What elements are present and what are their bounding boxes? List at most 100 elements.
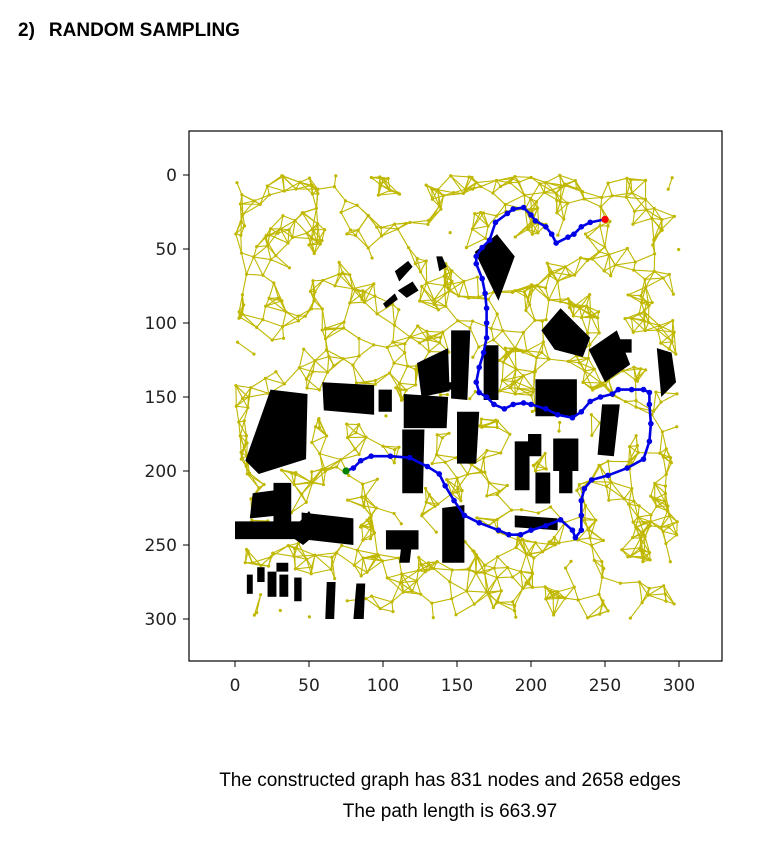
graph-edge (256, 245, 268, 248)
path-node (578, 409, 585, 415)
graph-node (580, 315, 584, 320)
graph-node (637, 312, 641, 316)
graph-node (420, 512, 424, 516)
graph-edge (532, 453, 546, 466)
graph-node (636, 515, 640, 519)
graph-node (307, 615, 311, 619)
graph-node (665, 509, 670, 513)
graph-edge (572, 307, 581, 317)
graph-edge (471, 464, 486, 473)
graph-node (318, 452, 322, 456)
graph-node (553, 543, 557, 547)
graph-node (240, 193, 244, 197)
graph-edge (621, 547, 641, 551)
graph-edge (250, 387, 269, 394)
graph-node (672, 330, 676, 334)
graph-edge (394, 324, 411, 338)
graph-node (625, 246, 629, 251)
x-tick-label: 150 (441, 676, 473, 696)
graph-edge (593, 560, 603, 578)
graph-node (437, 341, 442, 345)
graph-edge (630, 537, 642, 557)
graph-edge (348, 475, 363, 485)
graph-edge (425, 488, 427, 503)
graph-node (455, 490, 459, 494)
graph-edge (451, 598, 457, 615)
path-node (461, 512, 468, 519)
graph-node (631, 536, 635, 540)
graph-node (353, 447, 357, 451)
graph-node (663, 491, 668, 496)
graph-node (644, 208, 648, 212)
graph-edge (242, 313, 263, 321)
graph-edge (392, 336, 411, 343)
graph-edge (496, 179, 511, 184)
graph-edge (317, 186, 335, 190)
graph-edge (437, 189, 440, 207)
graph-node (501, 329, 505, 333)
path-node (569, 414, 576, 421)
graph-edge (472, 225, 489, 230)
graph-edge (463, 281, 470, 299)
graph-node (630, 191, 634, 195)
graph-edge (444, 461, 458, 479)
graph-edge (309, 280, 314, 292)
graph-edge (578, 593, 600, 601)
graph-edge (268, 297, 287, 313)
graph-edge (291, 493, 303, 513)
graph-node (372, 531, 377, 535)
graph-node (353, 287, 358, 291)
graph-edge (353, 550, 358, 566)
graph-node (438, 393, 443, 397)
graph-node (345, 422, 349, 426)
graph-node (456, 486, 460, 490)
graph-edge (433, 290, 450, 301)
graph-edge (260, 556, 272, 566)
graph-edge (265, 371, 277, 379)
graph-node (242, 303, 246, 307)
graph-node (650, 300, 654, 305)
graph-node (347, 473, 351, 478)
graph-edge (273, 282, 283, 302)
graph-node (642, 555, 646, 559)
graph-edge (608, 370, 624, 381)
graph-edge (607, 177, 628, 184)
graph-edge (663, 530, 677, 536)
graph-edge (250, 377, 266, 389)
graph-node (581, 380, 585, 384)
graph-node (310, 470, 314, 474)
graph-edge (559, 185, 566, 203)
graph-node (252, 613, 256, 617)
graph-edge (644, 325, 660, 332)
graph-node (558, 300, 563, 304)
graph-edge (314, 356, 329, 362)
graph-edge (433, 567, 453, 571)
graph-node (239, 233, 243, 237)
graph-edge (565, 567, 575, 588)
graph-node (262, 482, 266, 487)
graph-edge (603, 254, 610, 272)
graph-node (399, 522, 403, 526)
graph-edge (299, 177, 310, 183)
graph-node (513, 603, 517, 608)
graph-edge (640, 521, 652, 539)
graph-edge (564, 184, 583, 193)
graph-node (437, 204, 441, 208)
graph-edge (322, 459, 342, 470)
graph-edge (553, 597, 560, 616)
graph-node (513, 235, 517, 239)
graph-edge (236, 405, 248, 409)
graph-edge (325, 327, 344, 340)
graph-edge (356, 204, 369, 217)
graph-edge (306, 387, 320, 391)
graph-node (544, 467, 548, 471)
graph-node (378, 175, 382, 179)
graph-node (524, 581, 528, 585)
graph-edge (599, 225, 606, 248)
graph-node (334, 174, 338, 178)
graph-node (648, 558, 652, 562)
graph-edge (587, 344, 591, 359)
graph-node (312, 299, 316, 303)
graph-node (530, 585, 535, 589)
graph-edge (403, 591, 421, 595)
